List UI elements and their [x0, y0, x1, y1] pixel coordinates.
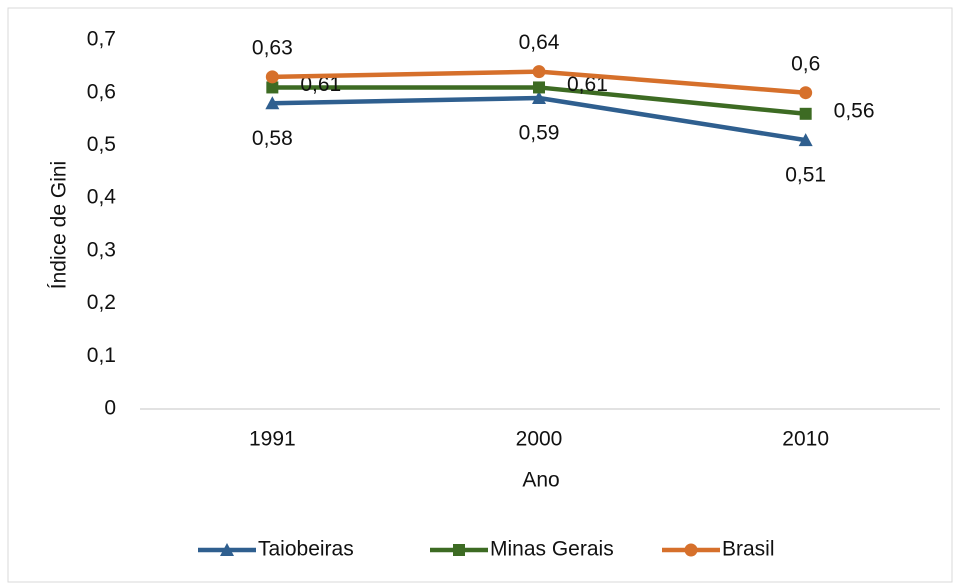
y-tick-label: 0,6 [87, 80, 116, 103]
marker [799, 107, 812, 120]
data-label: 0,56 [834, 99, 875, 122]
data-label: 0,59 [519, 122, 560, 145]
marker [265, 70, 279, 84]
marker [220, 543, 234, 556]
marker [799, 86, 813, 100]
x-axis-title: Ano [522, 469, 559, 492]
data-label: 0,64 [519, 31, 560, 54]
y-tick-label: 0,4 [87, 186, 117, 209]
data-label: 0,61 [300, 73, 341, 96]
data-label: 0,61 [567, 73, 608, 96]
x-tick-label: 2000 [516, 428, 563, 451]
legend-label: Minas Gerais [490, 538, 614, 561]
y-tick-label: 0,2 [87, 291, 116, 314]
y-axis-title: Índice de Gini [48, 161, 71, 289]
y-tick-label: 0,3 [87, 238, 116, 261]
marker [798, 133, 813, 147]
y-tick-label: 0,5 [87, 133, 116, 156]
data-label: 0,63 [252, 36, 293, 59]
marker [533, 81, 545, 94]
marker [532, 65, 546, 79]
marker [684, 543, 698, 557]
x-tick-label: 2010 [782, 428, 829, 451]
marker [453, 544, 465, 556]
marker [266, 81, 279, 94]
legend-label: Brasil [722, 538, 775, 561]
marker [265, 96, 280, 110]
chart-frame [7, 7, 953, 583]
x-tick-label: 1991 [249, 428, 296, 451]
y-tick-label: 0,1 [87, 344, 116, 367]
data-label: 0,58 [252, 127, 293, 150]
legend-label: Taiobeiras [258, 538, 354, 561]
y-tick-label: 0,7 [87, 28, 116, 51]
data-label: 0,51 [785, 164, 826, 187]
data-label: 0,6 [791, 52, 820, 75]
y-tick-label: 0 [104, 397, 116, 420]
marker [532, 90, 546, 104]
